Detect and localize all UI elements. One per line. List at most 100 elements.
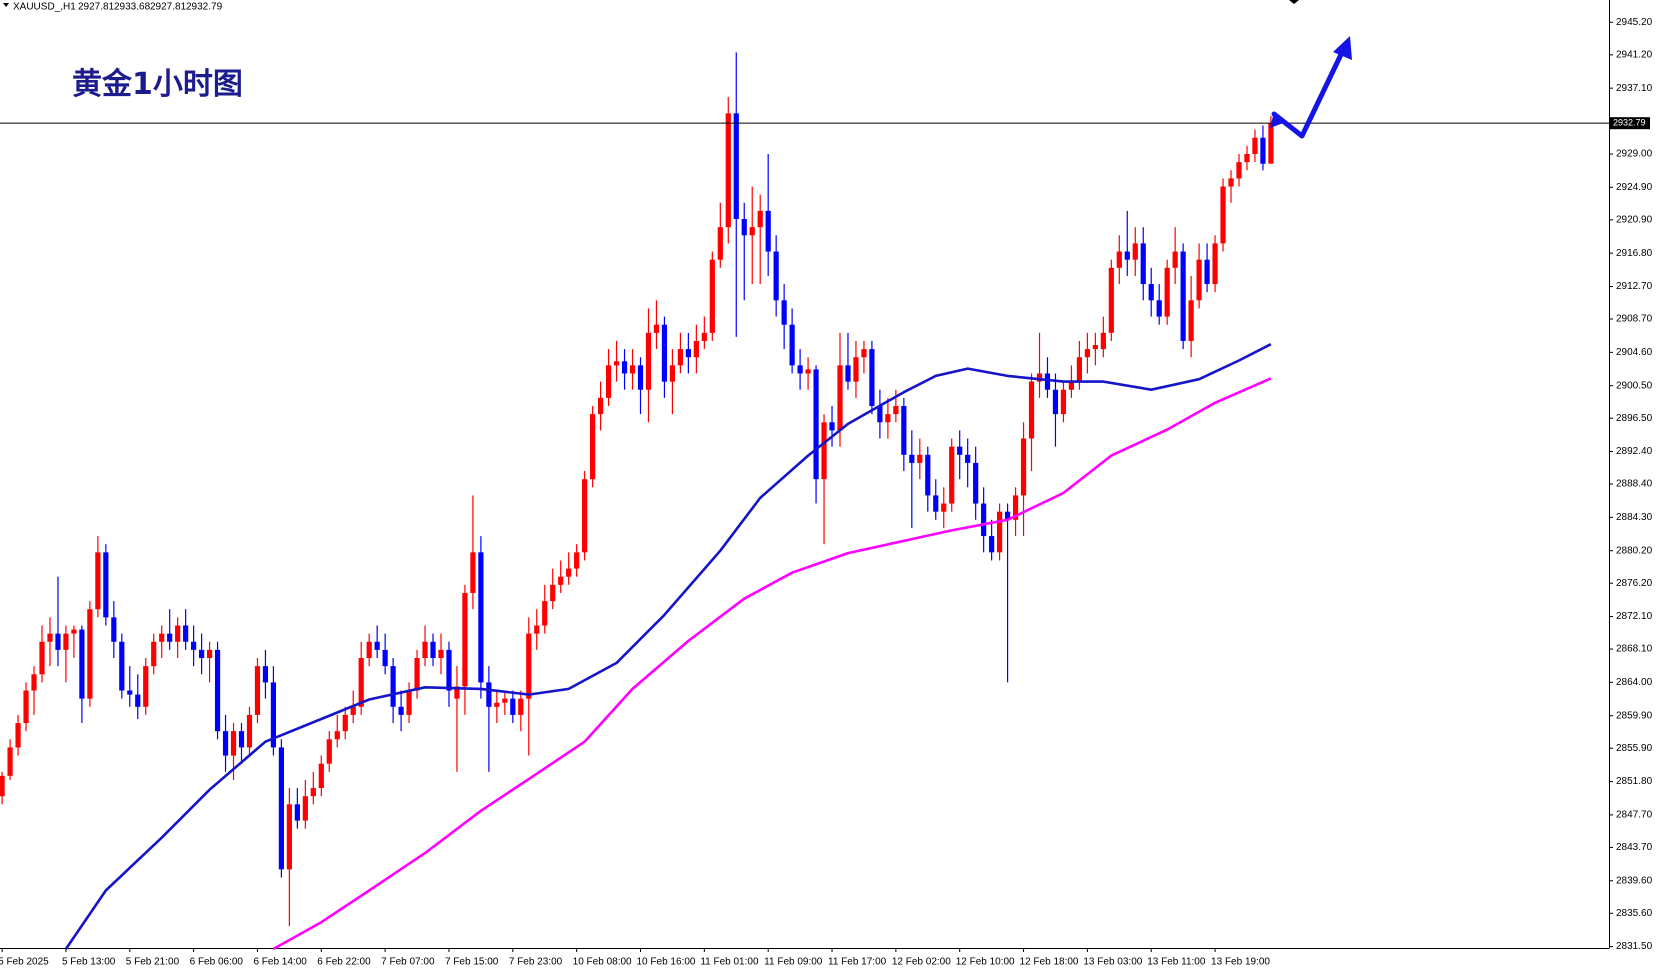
candle-body <box>326 739 332 764</box>
candle-body <box>470 552 476 593</box>
x-tick-label: 13 Feb 11:00 <box>1147 957 1206 968</box>
candle-body <box>1020 438 1027 496</box>
header-low: 2927.81 <box>150 2 187 13</box>
candle-body <box>709 259 715 333</box>
candle-body <box>318 763 324 789</box>
candle-body <box>1212 243 1218 285</box>
y-tick-label: 2941.20 <box>1616 49 1653 60</box>
candle-body <box>741 219 747 236</box>
candle-body <box>605 365 612 398</box>
candle-body <box>1060 389 1067 415</box>
x-tick-label: 6 Feb 14:00 <box>253 957 307 968</box>
candle-body <box>398 706 404 715</box>
candle-body <box>135 694 141 707</box>
x-tick-label: 11 Feb 09:00 <box>764 957 823 968</box>
candle-body <box>406 690 412 715</box>
candle-body <box>494 702 500 707</box>
candle-body <box>1124 251 1130 260</box>
candle-body <box>1084 349 1090 358</box>
x-tick-label: 10 Feb 16:00 <box>637 957 696 968</box>
candle-body <box>1268 123 1274 164</box>
candle-body <box>47 633 53 642</box>
candle-body <box>214 649 221 732</box>
candle-body <box>1116 251 1122 268</box>
candle-body <box>1196 259 1202 301</box>
candle-body <box>653 324 660 333</box>
candle-body <box>677 349 683 366</box>
header-open: 2927.81 <box>78 2 115 13</box>
candle-body <box>430 641 436 659</box>
candle-body <box>598 397 604 415</box>
candle-body <box>151 641 157 667</box>
y-tick-label: 2847.70 <box>1616 810 1653 821</box>
x-tick-label: 11 Feb 17:00 <box>828 957 887 968</box>
candle-body <box>1100 332 1106 350</box>
candle-body <box>829 422 835 431</box>
candle-body <box>1220 186 1226 244</box>
candle-body <box>1228 178 1234 187</box>
candle-body <box>925 454 931 496</box>
candle-body <box>1164 267 1170 317</box>
y-tick-label: 2924.90 <box>1616 182 1653 193</box>
candle-body <box>1004 511 1011 520</box>
candle-body <box>7 747 13 776</box>
candle-body <box>909 454 915 463</box>
candle-body <box>159 633 165 642</box>
candle-body <box>350 706 356 715</box>
candle-body <box>973 462 979 504</box>
candle-body <box>765 210 771 252</box>
candle-body <box>837 365 843 431</box>
candle-body <box>965 454 971 463</box>
candle-body <box>757 210 763 228</box>
candle-body <box>749 227 755 236</box>
y-tick-label: 2904.60 <box>1616 347 1653 358</box>
candle-body <box>31 674 37 691</box>
candle-body <box>574 552 580 569</box>
y-tick-label: 2900.50 <box>1616 380 1653 391</box>
candle-body <box>845 365 851 382</box>
candle-body <box>143 666 149 707</box>
candle-body <box>997 511 1003 553</box>
moving-average <box>272 377 1272 951</box>
y-tick-label: 2945.20 <box>1616 17 1653 28</box>
candle-body <box>550 584 556 602</box>
candle-body <box>805 369 811 374</box>
candle-body <box>853 357 859 382</box>
candle-body <box>358 658 364 707</box>
candle-body <box>645 332 652 390</box>
candle-body <box>1052 389 1059 415</box>
x-tick-label: 12 Feb 10:00 <box>956 957 1015 968</box>
candle-body <box>414 658 420 691</box>
y-tick-label: 2888.40 <box>1616 479 1653 490</box>
y-tick-label: 2851.80 <box>1616 776 1653 787</box>
y-tick-label: 2884.30 <box>1616 512 1653 523</box>
candle-body <box>63 633 69 650</box>
candle-body <box>486 682 492 707</box>
candle-body <box>1012 495 1019 520</box>
candle-body <box>199 649 205 659</box>
candle-body <box>1204 259 1210 285</box>
candle-body <box>629 365 636 374</box>
candle-body <box>1180 251 1186 341</box>
candle-body <box>621 361 628 374</box>
candle-body <box>222 731 229 756</box>
candle-body <box>1044 373 1051 390</box>
candle-body <box>1156 300 1162 317</box>
y-tick-label: 2843.70 <box>1616 842 1653 853</box>
candle-body <box>566 568 572 577</box>
plot <box>0 52 1609 951</box>
candle-body <box>869 349 875 407</box>
x-tick-label: 12 Feb 18:00 <box>1020 957 1079 968</box>
y-tick-label: 2908.70 <box>1616 314 1653 325</box>
candle-body <box>1188 300 1194 341</box>
candle-body <box>781 300 787 325</box>
y-tick-label: 2912.70 <box>1616 281 1653 292</box>
y-tick-label: 2896.50 <box>1616 413 1653 424</box>
x-tick-label: 7 Feb 23:00 <box>509 957 563 968</box>
forecast-arrowhead <box>1333 36 1352 60</box>
candle-body <box>390 666 396 707</box>
candle-body <box>717 227 723 260</box>
candle-body <box>1076 357 1082 382</box>
y-tick-label: 2929.00 <box>1616 149 1653 160</box>
